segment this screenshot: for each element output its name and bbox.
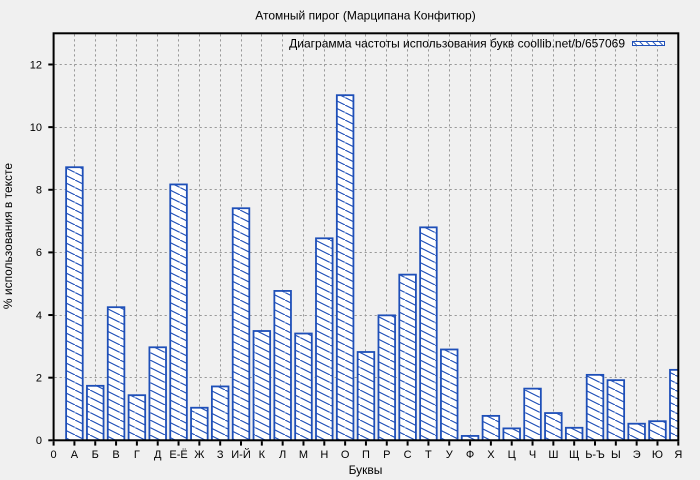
svg-text:Диаграмма частоты использовани: Диаграмма частоты использования букв coo… [289, 37, 625, 51]
svg-text:Ь-Ъ: Ь-Ъ [585, 449, 605, 461]
svg-text:Б: Б [92, 449, 99, 461]
svg-text:О: О [341, 449, 350, 461]
svg-text:Ц: Ц [508, 449, 516, 461]
svg-text:Ф: Ф [466, 449, 474, 461]
svg-text:У: У [446, 449, 454, 461]
svg-text:0: 0 [51, 449, 57, 461]
svg-text:Ч: Ч [529, 449, 536, 461]
svg-text:З: З [217, 449, 224, 461]
svg-text:К: К [259, 449, 266, 461]
svg-text:И-Й: И-Й [231, 448, 250, 461]
svg-text:Х: Х [487, 449, 495, 461]
svg-text:Ы: Ы [611, 449, 621, 461]
svg-text:Ю: Ю [652, 449, 663, 461]
svg-text:Атомный пирог (Марципана Конфи: Атомный пирог (Марципана Конфитюр) [255, 8, 475, 22]
svg-text:В: В [112, 449, 119, 461]
svg-text:Л: Л [279, 449, 286, 461]
svg-text:Г: Г [134, 449, 140, 461]
svg-text:Д: Д [154, 449, 162, 461]
svg-text:10: 10 [30, 122, 42, 134]
svg-text:Я: Я [674, 449, 682, 461]
svg-text:Ш: Ш [548, 449, 558, 461]
svg-text:Ж: Ж [194, 449, 204, 461]
svg-text:Щ: Щ [569, 449, 579, 461]
svg-text:2: 2 [36, 372, 42, 384]
svg-text:8: 8 [36, 185, 42, 197]
svg-text:0: 0 [36, 435, 42, 447]
svg-text:А: А [71, 449, 79, 461]
svg-text:Э: Э [633, 449, 641, 461]
svg-text:П: П [362, 449, 370, 461]
svg-text:Е-Ё: Е-Ё [169, 449, 187, 461]
svg-text:М: М [299, 449, 308, 461]
svg-text:Н: Н [320, 449, 328, 461]
svg-text:4: 4 [36, 310, 42, 322]
svg-text:12: 12 [30, 59, 42, 71]
svg-text:С: С [404, 449, 412, 461]
svg-text:6: 6 [36, 247, 42, 259]
svg-text:Р: Р [383, 449, 390, 461]
svg-text:% использования в тексте: % использования в тексте [1, 163, 15, 309]
svg-text:Т: Т [425, 449, 432, 461]
svg-text:Буквы: Буквы [349, 463, 383, 477]
